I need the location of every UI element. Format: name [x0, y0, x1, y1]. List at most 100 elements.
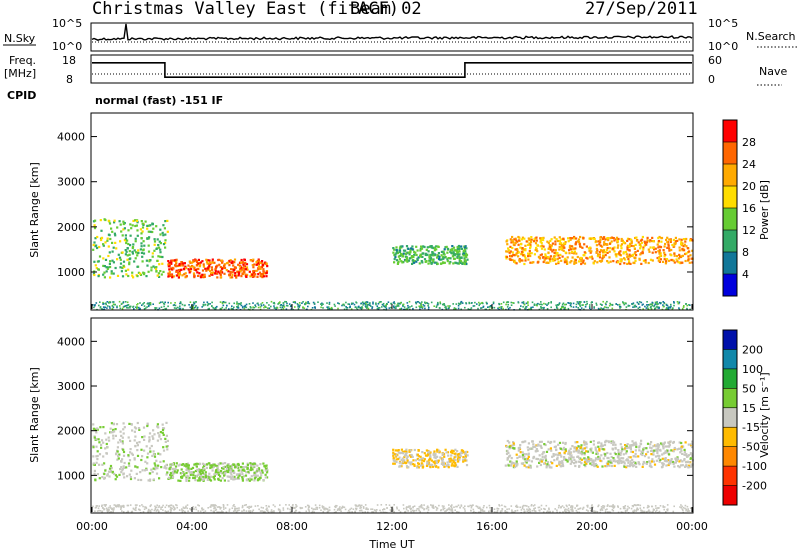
echo-cell [662, 301, 664, 303]
echo-cell [677, 302, 680, 305]
echo-cell [504, 464, 507, 467]
echo-cell [199, 274, 202, 277]
echo-cell [570, 505, 572, 507]
echo-cell [162, 446, 165, 449]
echo-cell [311, 507, 313, 510]
echo-cell [673, 245, 676, 248]
echo-cell [133, 458, 136, 461]
echo-cell [220, 471, 223, 474]
echo-cell [517, 235, 520, 239]
echo-cell [236, 305, 238, 308]
echo-cell [534, 445, 537, 448]
echo-cell [640, 301, 643, 304]
echo-cell [669, 307, 672, 309]
echo-cell [213, 510, 215, 513]
echo-cell [153, 238, 156, 241]
echo-cell [237, 263, 240, 266]
echo-cell [429, 454, 432, 457]
echo-cell [564, 241, 567, 244]
echo-cell [387, 301, 390, 303]
echo-cell [457, 302, 460, 305]
echo-cell [493, 511, 496, 513]
echo-cell [416, 301, 419, 303]
echo-cell [558, 441, 562, 444]
echo-cell [259, 308, 262, 311]
echo-cell [632, 306, 634, 308]
echo-cell [646, 442, 650, 445]
echo-cell [160, 506, 162, 509]
echo-cell [161, 301, 164, 303]
echo-cell [240, 304, 243, 307]
echo-cell [619, 452, 622, 455]
echo-cell [629, 262, 632, 265]
echo-cell [186, 462, 190, 465]
echo-cell [566, 262, 569, 265]
echo-cell [568, 252, 571, 255]
echo-cell [619, 507, 622, 510]
echo-cell [154, 508, 156, 510]
echo-cell [607, 460, 610, 463]
echo-cell [612, 260, 615, 263]
echo-cell [554, 240, 557, 243]
echo-cell [620, 243, 624, 246]
echo-cell [166, 230, 169, 233]
echo-cell [227, 479, 230, 482]
echo-cell [362, 511, 364, 514]
echo-cell [592, 440, 595, 443]
echo-cell [370, 508, 372, 510]
echo-cell [220, 269, 223, 272]
echo-cell [567, 307, 570, 310]
echo-cell [294, 509, 297, 512]
echo-cell [507, 249, 511, 252]
echo-cell [612, 505, 614, 507]
echo-cell [510, 301, 513, 304]
echo-cell [529, 252, 532, 255]
echo-cell [409, 306, 411, 308]
echo-cell [134, 224, 137, 228]
echo-cell [630, 444, 633, 447]
echo-cell [137, 251, 140, 254]
echo-cell [511, 235, 514, 239]
echo-cell [162, 243, 166, 246]
echo-cell [304, 506, 307, 508]
echo-cell [156, 425, 159, 428]
echo-cell [102, 507, 104, 509]
echo-cell [528, 447, 531, 450]
echo-cell [562, 237, 565, 240]
echo-cell [227, 470, 230, 474]
echo-cell [572, 306, 575, 308]
noise-left-tick-bottom: 10^0 [52, 40, 82, 53]
echo-cell [465, 255, 468, 259]
echo-cell [447, 307, 450, 310]
echo-cell [528, 249, 531, 253]
echo-cell [673, 465, 676, 468]
echo-cell [337, 302, 339, 304]
echo-cell [446, 258, 449, 261]
echo-cell [599, 445, 603, 448]
echo-cell [473, 305, 476, 307]
echo-cell [403, 456, 406, 459]
echo-cell [650, 441, 653, 444]
echo-cell [678, 308, 681, 311]
echo-cell [515, 505, 517, 508]
echo-cell [548, 508, 550, 511]
echo-cell [235, 276, 238, 279]
echo-cell [574, 461, 578, 464]
echo-cell [457, 304, 460, 307]
echo-cell [179, 268, 182, 272]
echo-cell [633, 510, 636, 512]
echo-cell [415, 302, 418, 305]
echo-cell [151, 252, 154, 255]
echo-cell [633, 261, 636, 265]
echo-cell [122, 428, 125, 431]
echo-cell [630, 507, 633, 510]
echo-cell [105, 266, 108, 269]
echo-cell [201, 269, 205, 272]
echo-cell [164, 506, 167, 509]
echo-cell [413, 505, 416, 507]
echo-cell [683, 448, 686, 451]
echo-cell [470, 307, 473, 309]
echo-cell [121, 458, 124, 461]
echo-cell [220, 506, 222, 509]
echo-cell [199, 261, 202, 264]
